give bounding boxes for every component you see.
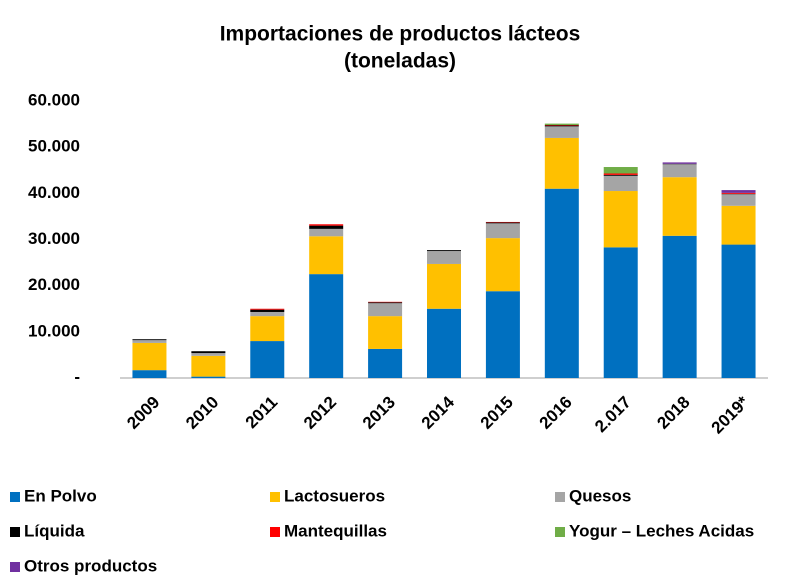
legend-label: Quesos <box>569 486 631 505</box>
y-tick-label: 30.000 <box>28 229 80 248</box>
bar-segment <box>544 188 579 378</box>
legend-swatch <box>270 527 280 537</box>
bar-segment <box>250 311 285 317</box>
bar-segment <box>191 376 226 378</box>
legend-label: Líquida <box>24 521 85 540</box>
bar-segment <box>368 348 403 378</box>
bar-segment <box>603 167 638 174</box>
bar-segment <box>662 164 697 178</box>
bar-segment <box>544 123 579 126</box>
bar-segment <box>309 224 344 226</box>
bar-segment <box>603 173 638 175</box>
y-tick-label: - <box>74 367 80 386</box>
bar-segment <box>662 177 697 236</box>
bar-segment <box>544 126 579 138</box>
x-tick-label: 2015 <box>477 393 517 433</box>
chart-title: Importaciones de productos lácteos <box>220 23 581 46</box>
bar-segment <box>427 250 461 252</box>
x-tick-label: 2009 <box>123 393 163 433</box>
bar-segment <box>191 353 226 356</box>
bar-segment <box>250 316 285 342</box>
x-tick-label: 2016 <box>536 393 576 433</box>
bar-segment <box>132 370 167 378</box>
bar-segment <box>368 316 403 349</box>
x-tick-label: 2014 <box>418 392 459 433</box>
legend-swatch <box>555 492 565 502</box>
bar-segment <box>250 309 285 312</box>
bar-segment <box>132 342 167 371</box>
bar-segment <box>603 191 638 248</box>
legend-label: Otros productos <box>24 556 157 575</box>
y-tick-label: 10.000 <box>28 321 80 340</box>
legend-swatch <box>270 492 280 502</box>
bar-segment <box>662 235 697 378</box>
legend-label: Yogur – Leches Acidas <box>569 521 754 540</box>
x-tick-label: 2019* <box>708 392 753 437</box>
bar-segment <box>191 355 226 377</box>
x-tick-label: 2011 <box>242 393 282 433</box>
legend-swatch <box>10 527 20 537</box>
bar-segment <box>250 308 285 310</box>
legend-swatch <box>10 562 20 572</box>
legend-label: En Polvo <box>24 486 97 505</box>
x-tick-label: 2012 <box>300 393 340 433</box>
bar-segment <box>309 228 344 237</box>
bar-segment <box>250 341 285 378</box>
bar-segment <box>427 263 461 309</box>
bar-segment <box>721 194 756 206</box>
bar-segment <box>309 274 344 378</box>
bar-segment <box>603 174 638 176</box>
bar-segment <box>132 339 167 341</box>
bar-segment <box>368 303 403 317</box>
bar-segment <box>603 247 638 378</box>
bar-segment <box>544 125 579 127</box>
bar-segment <box>309 225 344 229</box>
bar-segment <box>721 192 756 194</box>
bar-segment <box>544 137 579 189</box>
legend-label: Lactosueros <box>284 486 385 505</box>
x-tick-label: 2018 <box>653 393 693 433</box>
x-tick-label: 2.017 <box>591 393 635 437</box>
bar-segment <box>603 175 638 192</box>
bar-segment <box>427 251 461 264</box>
bar-segment <box>662 162 697 164</box>
y-tick-label: 60.000 <box>28 90 80 109</box>
legend-swatch <box>555 527 565 537</box>
chart-title: (toneladas) <box>344 50 456 73</box>
legend-label: Mantequillas <box>284 521 387 540</box>
bar-segment <box>309 236 344 275</box>
y-tick-label: 50.000 <box>28 137 80 156</box>
bar-segment <box>368 302 403 304</box>
bar-segment <box>485 223 520 239</box>
y-tick-label: 20.000 <box>28 275 80 294</box>
bar-segment <box>485 238 520 292</box>
y-tick-label: 40.000 <box>28 183 80 202</box>
bar-segment <box>132 340 167 343</box>
bar-segment <box>191 351 226 354</box>
bar-segment <box>721 190 756 193</box>
x-tick-label: 2013 <box>359 393 399 433</box>
bar-segment <box>485 291 520 378</box>
bar-segment <box>427 308 461 378</box>
bar-segment <box>721 244 756 378</box>
x-tick-label: 2010 <box>182 393 222 433</box>
legend-swatch <box>10 492 20 502</box>
bar-segment <box>485 222 520 224</box>
bar-segment <box>721 205 756 245</box>
